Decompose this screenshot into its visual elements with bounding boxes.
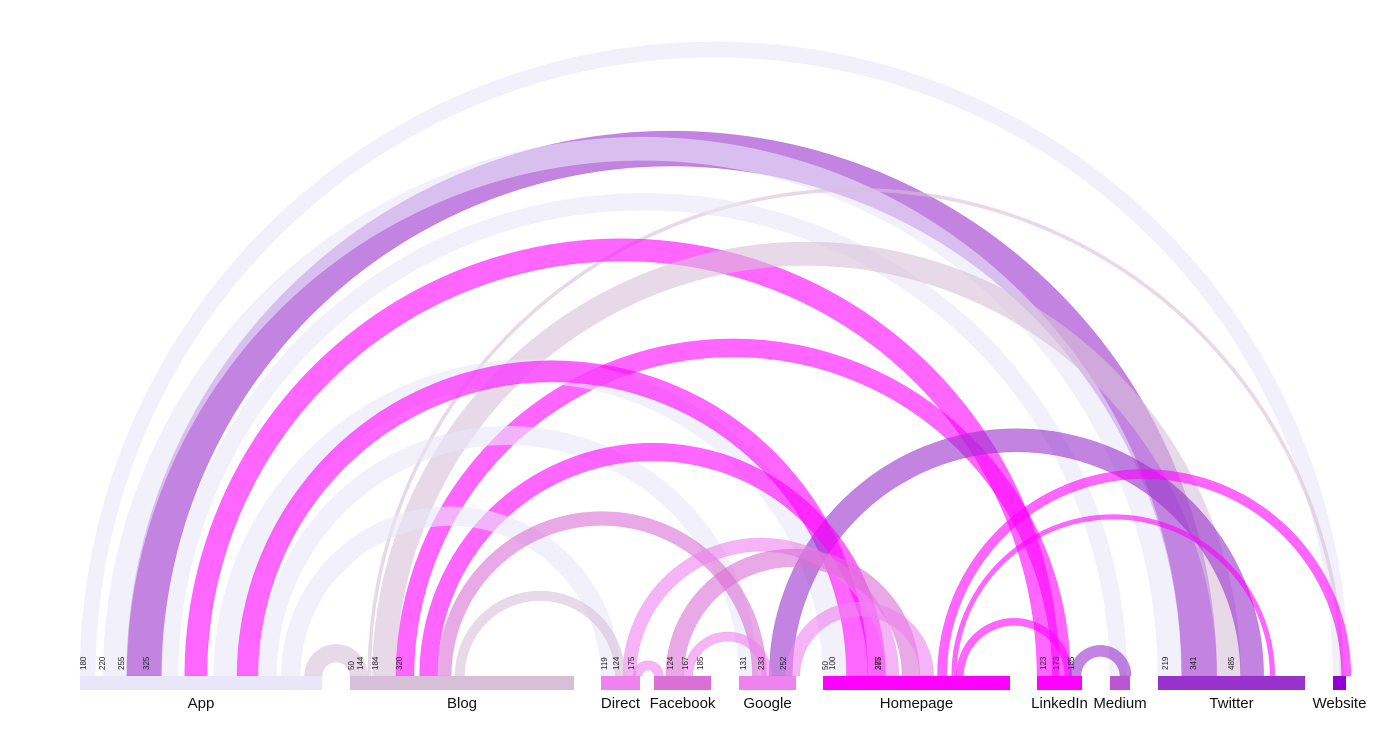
node-bar-homepage [823,676,1010,690]
tick-label-app: 325 [142,656,151,670]
tick-label-google: 252 [779,656,788,670]
node-label-direct: Direct [601,695,641,712]
tick-label-homepage: 50 [821,661,830,670]
node-bar-google [739,676,796,690]
tick-label-blog: 320 [395,656,404,670]
tick-label-homepage: 100 [828,656,837,670]
node-label-medium: Medium [1093,695,1146,712]
tick-label-twitter: 485 [1227,656,1236,670]
tick-label-twitter: 341 [1189,656,1198,670]
arcs-layer [79,41,1352,677]
nodes-layer [80,676,1346,690]
arc-facebook-google [683,631,773,677]
tick-labels-layer: 180 220 255 325 50 144 184 320 119 124 175 124 167 18… [79,656,1236,670]
tick-label-app: 180 [79,656,88,670]
arc-direct-facebook [632,660,664,677]
tick-label-app: 220 [98,656,107,670]
tick-label-homepage: 375 [874,656,883,670]
node-bar-linkedin [1037,676,1082,690]
node-label-twitter: Twitter [1209,695,1253,712]
node-bar-direct [601,676,640,690]
node-bar-medium [1110,676,1130,690]
node-bar-twitter [1158,676,1305,690]
node-label-linkedin: LinkedIn [1031,695,1088,712]
tick-label-linkedin: 173 [1052,656,1061,670]
tick-label-google: 233 [757,656,766,670]
tick-label-linkedin: 185 [1067,656,1076,670]
node-bar-website [1333,676,1346,690]
node-label-google: Google [743,695,791,712]
tick-label-twitter: 219 [1161,656,1170,670]
tick-label-homepage: 287 [874,656,883,670]
tick-label-facebook: 167 [681,656,690,670]
tick-label-facebook: 185 [696,656,705,670]
node-label-blog: Blog [447,695,477,712]
tick-label-direct: 119 [600,657,609,670]
node-bar-app [80,676,322,690]
node-label-facebook: Facebook [650,695,716,712]
node-bar-blog [350,676,574,690]
node-label-homepage: Homepage [880,695,953,712]
arc-app-blog [304,644,368,677]
tick-label-direct: 175 [627,656,636,670]
tick-label-app: 255 [117,656,126,670]
node-labels-layer: App Blog Direct Facebook Google Homepage Linke… [188,695,1367,712]
tick-label-direct: 124 [612,656,621,670]
tick-label-blog: 50 [347,661,356,670]
tick-label-blog: 144 [356,656,365,670]
node-label-app: App [188,695,215,712]
arc-homepage-website [937,469,1352,677]
node-bar-facebook [654,676,711,690]
tick-label-facebook: 124 [666,656,675,670]
tick-label-linkedin: 123 [1039,656,1048,670]
tick-label-blog: 184 [371,656,380,670]
node-label-website: Website [1313,695,1367,712]
tick-label-google: 131 [739,656,748,670]
